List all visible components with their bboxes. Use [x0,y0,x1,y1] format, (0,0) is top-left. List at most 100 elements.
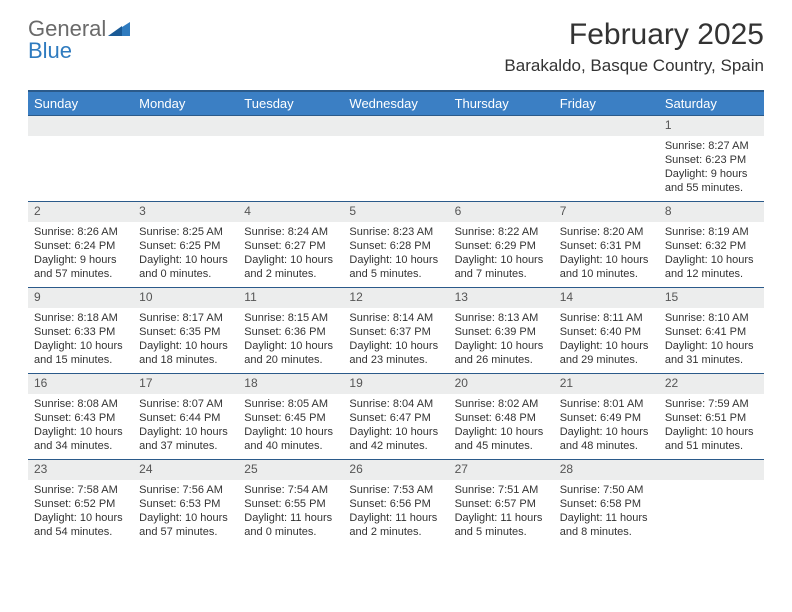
sunset-text: Sunset: 6:48 PM [455,411,548,425]
empty-daynum [238,116,343,136]
daylight-text-2: and 15 minutes. [34,353,127,367]
sunset-text: Sunset: 6:39 PM [455,325,548,339]
sunset-text: Sunset: 6:35 PM [139,325,232,339]
daylight-text-2: and 42 minutes. [349,439,442,453]
daylight-text-1: Daylight: 10 hours [560,253,653,267]
daylight-text-2: and 20 minutes. [244,353,337,367]
sunrise-text: Sunrise: 8:19 AM [665,225,758,239]
daylight-text-2: and 40 minutes. [244,439,337,453]
daylight-text-1: Daylight: 10 hours [139,425,232,439]
calendar-day-cell [343,116,448,202]
sunset-text: Sunset: 6:24 PM [34,239,127,253]
calendar-day-cell: 7Sunrise: 8:20 AMSunset: 6:31 PMDaylight… [554,202,659,288]
sunset-text: Sunset: 6:57 PM [455,497,548,511]
calendar-day-cell: 14Sunrise: 8:11 AMSunset: 6:40 PMDayligh… [554,288,659,374]
sunset-text: Sunset: 6:25 PM [139,239,232,253]
weekday-header: Wednesday [343,91,448,116]
day-number: 15 [659,288,764,308]
daylight-text-1: Daylight: 9 hours [34,253,127,267]
calendar-day-cell [133,116,238,202]
weekday-header: Saturday [659,91,764,116]
sunset-text: Sunset: 6:36 PM [244,325,337,339]
calendar-day-cell: 20Sunrise: 8:02 AMSunset: 6:48 PMDayligh… [449,374,554,460]
daylight-text-1: Daylight: 10 hours [455,253,548,267]
sunset-text: Sunset: 6:28 PM [349,239,442,253]
logo-word2: Blue [28,38,72,63]
calendar-day-cell: 18Sunrise: 8:05 AMSunset: 6:45 PMDayligh… [238,374,343,460]
daylight-text-1: Daylight: 9 hours [665,167,758,181]
daylight-text-2: and 31 minutes. [665,353,758,367]
sunrise-text: Sunrise: 8:04 AM [349,397,442,411]
sunrise-text: Sunrise: 8:14 AM [349,311,442,325]
calendar-day-cell: 22Sunrise: 7:59 AMSunset: 6:51 PMDayligh… [659,374,764,460]
day-sun-data: Sunrise: 8:11 AMSunset: 6:40 PMDaylight:… [554,308,659,372]
weekday-header-row: Sunday Monday Tuesday Wednesday Thursday… [28,91,764,116]
calendar-day-cell: 12Sunrise: 8:14 AMSunset: 6:37 PMDayligh… [343,288,448,374]
day-number: 3 [133,202,238,222]
daylight-text-2: and 12 minutes. [665,267,758,281]
day-number: 5 [343,202,448,222]
sunset-text: Sunset: 6:41 PM [665,325,758,339]
day-number: 14 [554,288,659,308]
calendar-day-cell: 4Sunrise: 8:24 AMSunset: 6:27 PMDaylight… [238,202,343,288]
calendar-day-cell: 23Sunrise: 7:58 AMSunset: 6:52 PMDayligh… [28,460,133,546]
sunrise-text: Sunrise: 7:58 AM [34,483,127,497]
calendar-day-cell: 24Sunrise: 7:56 AMSunset: 6:53 PMDayligh… [133,460,238,546]
calendar-day-cell: 16Sunrise: 8:08 AMSunset: 6:43 PMDayligh… [28,374,133,460]
daylight-text-2: and 26 minutes. [455,353,548,367]
sunset-text: Sunset: 6:49 PM [560,411,653,425]
day-number: 21 [554,374,659,394]
day-number: 4 [238,202,343,222]
daylight-text-1: Daylight: 10 hours [34,339,127,353]
calendar-day-cell: 15 Sunrise: 8:10 AMSunset: 6:41 PMDayligh… [659,288,764,374]
day-number: 13 [449,288,554,308]
daylight-text-1: Daylight: 10 hours [244,253,337,267]
day-number: 6 [449,202,554,222]
sunrise-text: Sunrise: 7:50 AM [560,483,653,497]
day-sun-data: Sunrise: 8:24 AMSunset: 6:27 PMDaylight:… [238,222,343,286]
day-number: 18 [238,374,343,394]
sunrise-text: Sunrise: 8:27 AM [665,139,758,153]
day-sun-data: Sunrise: 8:13 AMSunset: 6:39 PMDaylight:… [449,308,554,372]
daylight-text-2: and 54 minutes. [34,525,127,539]
sunrise-text: Sunrise: 8:01 AM [560,397,653,411]
calendar-day-cell: 11Sunrise: 8:15 AMSunset: 6:36 PMDayligh… [238,288,343,374]
daylight-text-2: and 51 minutes. [665,439,758,453]
weekday-header: Thursday [449,91,554,116]
day-sun-data: Sunrise: 8:02 AMSunset: 6:48 PMDaylight:… [449,394,554,458]
empty-daynum [343,116,448,136]
daylight-text-1: Daylight: 10 hours [665,339,758,353]
calendar-week-row: 2Sunrise: 8:26 AMSunset: 6:24 PMDaylight… [28,202,764,288]
calendar-day-cell [659,460,764,546]
sunset-text: Sunset: 6:33 PM [34,325,127,339]
day-number: 17 [133,374,238,394]
empty-daynum [449,116,554,136]
daylight-text-2: and 57 minutes. [34,267,127,281]
daylight-text-1: Daylight: 10 hours [139,511,232,525]
sunrise-text: Sunrise: 8:15 AM [244,311,337,325]
daylight-text-1: Daylight: 10 hours [455,425,548,439]
daylight-text-1: Daylight: 11 hours [349,511,442,525]
weekday-header: Monday [133,91,238,116]
calendar-week-row: 23Sunrise: 7:58 AMSunset: 6:52 PMDayligh… [28,460,764,546]
calendar-week-row: 16Sunrise: 8:08 AMSunset: 6:43 PMDayligh… [28,374,764,460]
weekday-header: Tuesday [238,91,343,116]
sunset-text: Sunset: 6:58 PM [560,497,653,511]
day-sun-data: Sunrise: 8:01 AMSunset: 6:49 PMDaylight:… [554,394,659,458]
day-number: 12 [343,288,448,308]
title-block: February 2025 Barakaldo, Basque Country,… [504,18,764,76]
sunrise-text: Sunrise: 8:11 AM [560,311,653,325]
sunrise-text: Sunrise: 8:10 AM [665,311,758,325]
calendar-day-cell: 3Sunrise: 8:25 AMSunset: 6:25 PMDaylight… [133,202,238,288]
day-sun-data: Sunrise: 7:56 AMSunset: 6:53 PMDaylight:… [133,480,238,544]
daylight-text-2: and 5 minutes. [455,525,548,539]
day-number: 1 [659,116,764,136]
calendar-day-cell: 6Sunrise: 8:22 AMSunset: 6:29 PMDaylight… [449,202,554,288]
logo-text: General Blue [28,18,130,62]
day-sun-data: Sunrise: 7:50 AMSunset: 6:58 PMDaylight:… [554,480,659,544]
daylight-text-1: Daylight: 11 hours [560,511,653,525]
day-sun-data: Sunrise: 8:27 AMSunset: 6:23 PMDaylight:… [659,136,764,200]
calendar-day-cell: 28Sunrise: 7:50 AMSunset: 6:58 PMDayligh… [554,460,659,546]
day-number: 22 [659,374,764,394]
daylight-text-2: and 0 minutes. [139,267,232,281]
